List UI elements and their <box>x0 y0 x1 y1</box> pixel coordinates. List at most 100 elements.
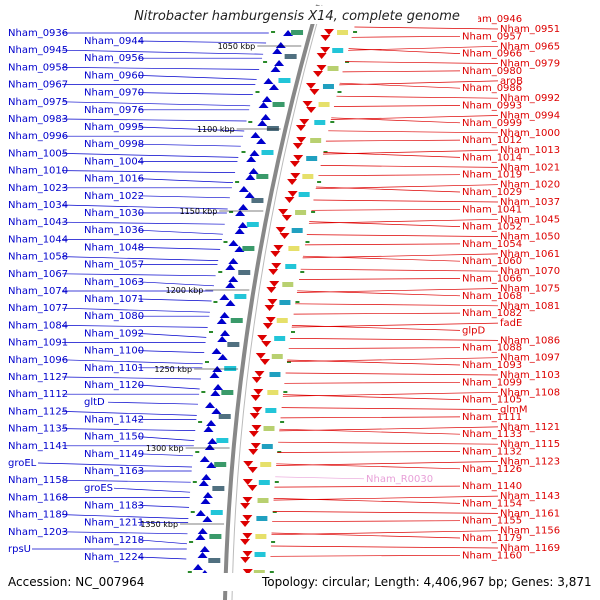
gene-feature <box>253 570 265 575</box>
feature-dot <box>204 361 209 363</box>
gene-feature <box>272 102 285 107</box>
gene-feature <box>258 480 270 485</box>
gene-label-right: Nham_0946 <box>462 14 522 25</box>
feature-dot <box>218 271 223 273</box>
gene-label-leader <box>61 67 260 70</box>
gene-label-leader <box>61 170 236 173</box>
gene-arrow-reverse <box>254 371 265 377</box>
gene-label-leader <box>304 243 461 246</box>
gene-label-leader <box>61 307 210 313</box>
gene-label-leader <box>287 359 461 366</box>
gene-arrow-forward <box>250 132 261 138</box>
gene-label-left: Nham_1150 <box>84 432 144 443</box>
gene-label-right: Nham_1103 <box>500 370 560 381</box>
gene-arrow-forward <box>220 330 231 336</box>
gene-label-left: Nham_1211 <box>84 518 144 529</box>
gene-label-leader <box>137 384 200 390</box>
gene-arrow-forward <box>268 84 279 90</box>
gene-label-right: Nham_1140 <box>462 481 522 492</box>
gene-arrow-reverse <box>261 341 272 347</box>
gene-label-right: Nham_1169 <box>500 543 560 554</box>
genome-backbone <box>223 4 320 600</box>
gene-arrow-forward <box>248 168 259 174</box>
gene-label-leader <box>348 48 461 54</box>
gene-label-left: Nham_1142 <box>84 414 144 425</box>
feature-dot <box>187 571 192 573</box>
gene-label-leader <box>61 273 216 277</box>
gene-label-leader <box>137 143 241 147</box>
gene-label-right: glpD <box>462 325 485 336</box>
gene-label-left: Nham_1141 <box>8 441 68 452</box>
gene-feature <box>284 54 297 59</box>
gene-arrow-forward <box>245 174 256 180</box>
feature-dot <box>283 391 288 393</box>
gene-label-rna: Nham_R0030 <box>366 474 433 485</box>
feature-dot <box>277 451 282 453</box>
gene-arrow-reverse <box>316 65 327 71</box>
gene-label-right: Nham_0951 <box>500 24 560 35</box>
gene-label-leader <box>351 35 461 38</box>
gene-label-leader <box>137 436 195 441</box>
gene-label-leader <box>137 92 253 95</box>
feature-dot <box>272 511 277 513</box>
gene-label-left: Nham_0983 <box>8 114 68 125</box>
map-title: Nitrobacter hamburgensis X14, complete g… <box>134 9 460 24</box>
feature-dot <box>271 541 276 543</box>
gene-label-leader <box>333 105 461 107</box>
gene-arrow-reverse <box>275 227 286 233</box>
gene-label-left: groEL <box>8 458 37 469</box>
gene-label-leader <box>283 394 461 400</box>
gene-feature <box>279 300 291 305</box>
gene-label-leader <box>270 545 499 549</box>
gene-label-left: rpsU <box>8 544 31 555</box>
gene-label-right: Nham_1097 <box>500 353 560 364</box>
gene-arrow-forward <box>207 438 218 444</box>
gene-label-right: Nham_1088 <box>462 343 522 354</box>
gene-label-left: Nham_1022 <box>84 191 144 202</box>
gene-label-left: gltD <box>84 397 105 408</box>
gene-feature <box>327 66 339 71</box>
gene-label-leader <box>275 476 365 480</box>
left-labels: Nham_0936 Nham_0944 Nham_0945 Nham_0956 Nham… <box>8 28 144 563</box>
feature-dot <box>295 301 300 303</box>
feature-dot <box>323 151 328 153</box>
feature-dot <box>330 121 335 123</box>
gene-label-leader <box>273 498 461 504</box>
gene-label-right: Nham_1086 <box>500 335 560 346</box>
gene-label-left: Nham_1183 <box>84 500 144 511</box>
gene-label-right: Nham_1054 <box>462 239 522 250</box>
feature-dot <box>192 481 197 483</box>
gene-arrow-reverse <box>240 539 251 545</box>
feature-dot <box>353 31 358 33</box>
gene-label-leader <box>299 278 461 280</box>
gene-label-right: Nham_1075 <box>500 284 560 295</box>
gene-arrow-reverse <box>279 233 290 239</box>
gene-arrow-forward <box>225 264 236 270</box>
gene-feature <box>242 246 255 251</box>
gene-feature <box>227 342 240 347</box>
gene-arrow-forward <box>275 42 286 48</box>
gene-feature <box>288 246 300 251</box>
gene-label-right: Nham_0980 <box>462 66 522 77</box>
gene-label-leader <box>285 372 499 376</box>
gene-feature <box>234 294 247 299</box>
gene-label-leader <box>279 428 461 435</box>
gene-label-leader <box>137 556 187 560</box>
gene-arrow-forward <box>217 354 228 360</box>
feature-dot <box>280 421 285 423</box>
gene-label-leader <box>272 511 499 514</box>
gene-feature <box>291 30 304 35</box>
gene-label-left: Nham_0967 <box>8 80 68 91</box>
gene-arrow-reverse <box>278 209 289 215</box>
gene-label-right: Nham_1013 <box>500 145 560 156</box>
gene-label-leader <box>276 463 461 470</box>
feature-dot <box>300 271 305 273</box>
gene-label-left: Nham_0956 <box>84 53 144 64</box>
gene-arrow-forward <box>193 564 204 570</box>
gene-label-right: Nham_1066 <box>462 274 522 285</box>
feature-dot <box>248 121 253 123</box>
gene-arrow-forward <box>205 402 216 408</box>
feature-dot <box>263 61 268 63</box>
gene-feature <box>251 198 264 203</box>
gene-arrow-forward <box>202 516 213 522</box>
